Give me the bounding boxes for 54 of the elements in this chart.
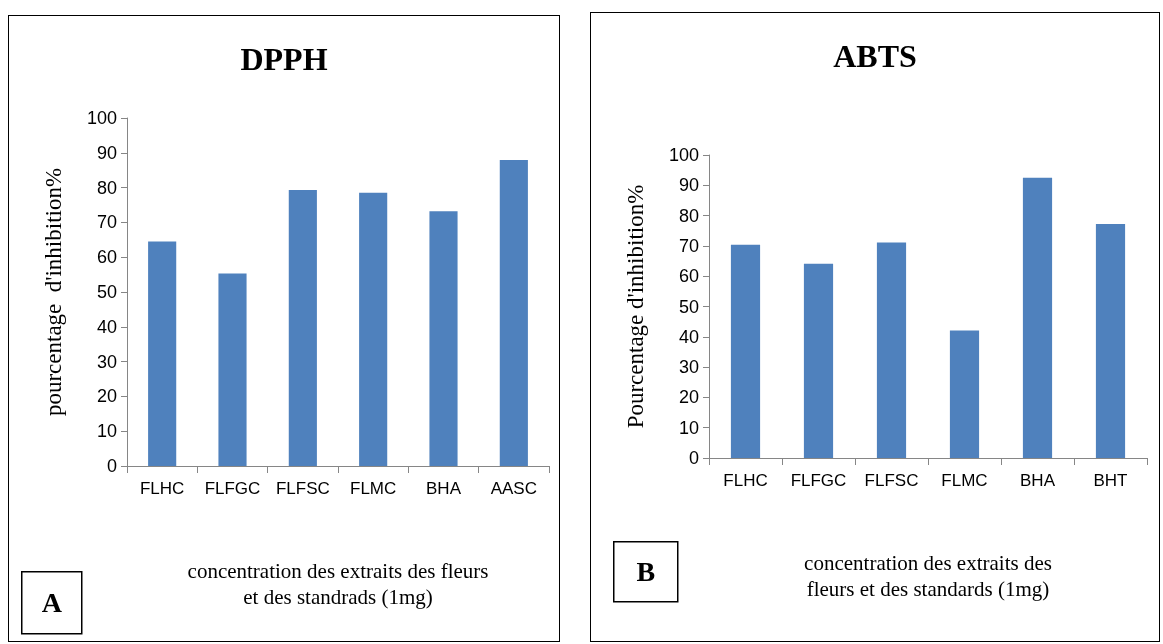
x-tick-label: AASC xyxy=(490,479,537,498)
y-tick-label: 60 xyxy=(678,266,699,287)
bar xyxy=(949,330,980,458)
y-tick-label: 100 xyxy=(668,145,699,165)
y-tick-label: 70 xyxy=(96,212,117,233)
bar xyxy=(359,192,388,466)
y-tick-label: 0 xyxy=(106,456,117,476)
y-tick-label: 20 xyxy=(678,387,699,408)
y-tick-label: 20 xyxy=(96,386,117,407)
y-tick-label: 80 xyxy=(96,177,117,198)
y-tick-label: 50 xyxy=(96,282,117,302)
y-axis-title: Pourcentage d'inhibition% xyxy=(623,184,648,429)
y-tick-label: 70 xyxy=(678,235,699,256)
y-tick-label: 30 xyxy=(96,351,117,372)
y-tick-label: 90 xyxy=(678,175,699,196)
x-tick-label: FLFGC xyxy=(790,471,847,490)
x-tick-label: BHT xyxy=(1093,471,1128,490)
x-tick-label: FLHC xyxy=(139,479,185,498)
x-axis-title: concentration des extraits des fleurs et des standards (1mg) xyxy=(804,551,1052,601)
y-tick-label: 80 xyxy=(678,205,699,226)
x-tick-label: FLHC xyxy=(723,471,768,490)
y-tick-label: 10 xyxy=(96,421,117,442)
x-tick-label: FLFSC xyxy=(275,479,330,498)
bar xyxy=(1095,224,1126,458)
chart-title: ABTS xyxy=(833,38,917,74)
y-tick-label: 40 xyxy=(678,326,699,347)
x-axis-title: concentration des extraits des fleurs et des standrads (1mg) xyxy=(187,559,489,609)
x-tick-label: BHA xyxy=(426,479,462,498)
text: B xyxy=(636,556,656,588)
x-tick-label: FLFSC xyxy=(864,471,919,490)
x-tick-label: FLMC xyxy=(350,479,397,498)
bar xyxy=(288,190,317,466)
y-tick-label: 0 xyxy=(688,448,699,468)
y-tick-label: 60 xyxy=(96,247,117,268)
bar xyxy=(148,241,177,466)
bar xyxy=(499,160,528,466)
y-tick-label: 50 xyxy=(678,296,699,317)
bar xyxy=(730,244,761,458)
y-tick-label: 30 xyxy=(678,357,699,378)
bar xyxy=(876,242,907,458)
x-tick-label: BHA xyxy=(1020,471,1056,490)
y-axis-title: pourcentage d'inhibition% xyxy=(41,167,66,417)
bar xyxy=(803,263,834,458)
y-tick-label: 100 xyxy=(86,108,117,128)
text: A xyxy=(41,587,63,619)
y-tick-label: 90 xyxy=(96,142,117,163)
bar xyxy=(1022,177,1053,458)
y-tick-label: 40 xyxy=(96,316,117,337)
bar xyxy=(218,273,247,466)
chart-title: DPPH xyxy=(240,41,328,77)
x-tick-label: FLFGC xyxy=(204,479,261,498)
y-tick-label: 10 xyxy=(678,417,699,438)
bar xyxy=(429,211,458,466)
x-tick-label: FLMC xyxy=(941,471,988,490)
